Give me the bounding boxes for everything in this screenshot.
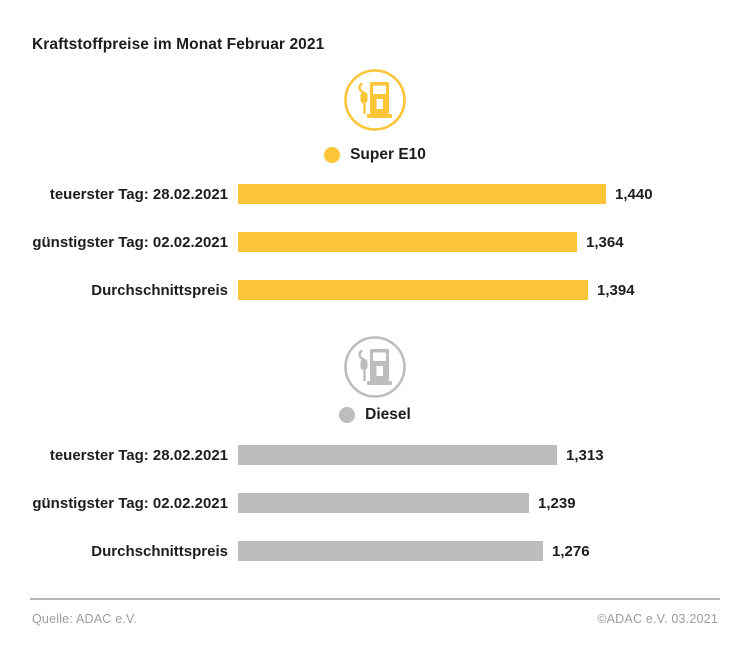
bar-value: 1,276	[552, 542, 590, 560]
bar-super-e10-min	[238, 232, 577, 252]
bar-value: 1,239	[538, 494, 576, 512]
bar-super-e10-avg	[238, 280, 588, 300]
footer: Quelle: ADAC e.V. ©ADAC e.V. 03.2021	[32, 612, 718, 626]
bar-diesel-max	[238, 445, 557, 465]
bar-row: Durchschnittspreis 1,276	[0, 541, 750, 561]
legend-super-e10: Super E10	[0, 146, 750, 164]
bar-value: 1,440	[615, 185, 653, 203]
legend-label-diesel: Diesel	[365, 406, 411, 423]
bar-row: Durchschnittspreis 1,394	[0, 280, 750, 300]
legend-diesel: Diesel	[0, 406, 750, 424]
fuel-pump-icon	[343, 335, 407, 399]
bar-diesel-min	[238, 493, 529, 513]
bar-row: günstigster Tag: 02.02.2021 1,239	[0, 493, 750, 513]
bar-label: teuerster Tag: 28.02.2021	[49, 185, 228, 203]
legend-dot-super-e10	[324, 147, 341, 163]
page-title: Kraftstoffpreise im Monat Februar 2021	[32, 36, 325, 54]
fuel-pump-icon	[343, 68, 407, 132]
bar-value: 1,364	[586, 233, 624, 251]
bar-row: teuerster Tag: 28.02.2021 1,313	[0, 445, 750, 465]
bar-label: Durchschnittspreis	[91, 281, 228, 299]
bar-row: teuerster Tag: 28.02.2021 1,440	[0, 184, 750, 204]
bar-super-e10-max	[238, 184, 606, 204]
footer-source: Quelle: ADAC e.V.	[32, 612, 138, 626]
bar-label: günstigster Tag: 02.02.2021	[32, 494, 228, 512]
bar-label: günstigster Tag: 02.02.2021	[32, 233, 228, 251]
bar-row: günstigster Tag: 02.02.2021 1,364	[0, 232, 750, 252]
footer-copyright: ©ADAC e.V. 03.2021	[597, 612, 718, 626]
bar-diesel-avg	[238, 541, 543, 561]
bar-label: teuerster Tag: 28.02.2021	[49, 446, 228, 464]
bar-label: Durchschnittspreis	[91, 542, 228, 560]
legend-label-super-e10: Super E10	[350, 146, 426, 163]
legend-dot-diesel	[339, 407, 356, 423]
bar-value: 1,313	[566, 446, 604, 464]
bar-value: 1,394	[597, 281, 635, 299]
footer-divider	[30, 598, 720, 600]
